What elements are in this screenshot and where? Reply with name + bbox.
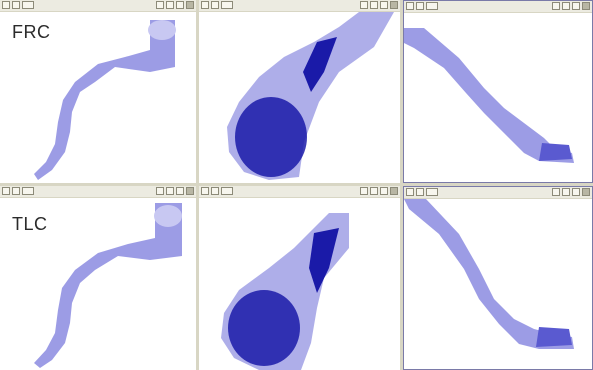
maximize-icon[interactable] [370,187,378,195]
pane-r2-c3[interactable] [403,186,593,370]
airway-surface-lateral [34,203,182,368]
row-label-frc: FRC [12,22,51,42]
zoom-icon[interactable] [201,1,209,9]
restore-icon[interactable] [572,188,580,196]
distal-branches [539,143,572,161]
pane-toolbar [404,1,592,13]
minimize-icon[interactable] [360,187,368,195]
maximize-icon[interactable] [562,2,570,10]
maximize-icon[interactable] [166,1,174,9]
pane-toolbar [0,0,196,12]
main-bronchus [309,228,339,293]
minimize-icon[interactable] [552,2,560,10]
pane-toolbar [0,186,196,198]
pointer-icon[interactable] [211,187,219,195]
trachea-cap [154,205,182,227]
pane-toolbar [199,186,400,198]
pointer-icon[interactable] [416,188,424,196]
zoom-icon[interactable] [201,187,209,195]
restore-icon[interactable] [176,1,184,9]
layout-icon[interactable] [22,187,34,195]
main-bronchus [303,37,337,92]
zoom-icon[interactable] [2,1,10,9]
close-icon[interactable] [582,188,590,196]
close-icon[interactable] [390,187,398,195]
pane-toolbar [404,187,592,199]
pane-r2-c1[interactable]: TLC [0,186,196,370]
maximize-icon[interactable] [562,188,570,196]
restore-icon[interactable] [572,2,580,10]
airway-particles-view [227,12,394,180]
restore-icon[interactable] [380,187,388,195]
trachea-cap [148,20,176,40]
restore-icon[interactable] [380,1,388,9]
distal-branches [536,327,572,347]
pointer-icon[interactable] [211,1,219,9]
pane-r1-c3[interactable] [403,0,593,183]
close-icon[interactable] [390,1,398,9]
airway-side-view [404,199,574,349]
airway-shape [404,28,574,163]
restore-icon[interactable] [176,187,184,195]
airway-surface-lateral [34,20,176,180]
dense-cluster [235,97,307,177]
airway-shape [34,20,175,180]
pane-toolbar [199,0,400,12]
layout-icon[interactable] [221,1,233,9]
pointer-icon[interactable] [416,2,424,10]
row-label-tlc: TLC [12,214,48,234]
maximize-icon[interactable] [166,187,174,195]
close-icon[interactable] [582,2,590,10]
minimize-icon[interactable] [156,1,164,9]
airway-side-view [404,28,574,163]
layout-icon[interactable] [426,2,438,10]
close-icon[interactable] [186,1,194,9]
airway-particles-view [221,213,349,370]
zoom-icon[interactable] [2,187,10,195]
minimize-icon[interactable] [360,1,368,9]
airway-shape [34,203,182,368]
dense-cluster [228,290,300,366]
layout-icon[interactable] [22,1,34,9]
airway-shape [404,199,574,349]
layout-icon[interactable] [426,188,438,196]
pane-r1-c2[interactable] [199,0,400,183]
pane-r1-c1[interactable]: FRC [0,0,196,183]
minimize-icon[interactable] [552,188,560,196]
pointer-icon[interactable] [12,1,20,9]
layout-icon[interactable] [221,187,233,195]
pointer-icon[interactable] [12,187,20,195]
zoom-icon[interactable] [406,2,414,10]
minimize-icon[interactable] [156,187,164,195]
close-icon[interactable] [186,187,194,195]
maximize-icon[interactable] [370,1,378,9]
pane-r2-c2[interactable] [199,186,400,370]
zoom-icon[interactable] [406,188,414,196]
